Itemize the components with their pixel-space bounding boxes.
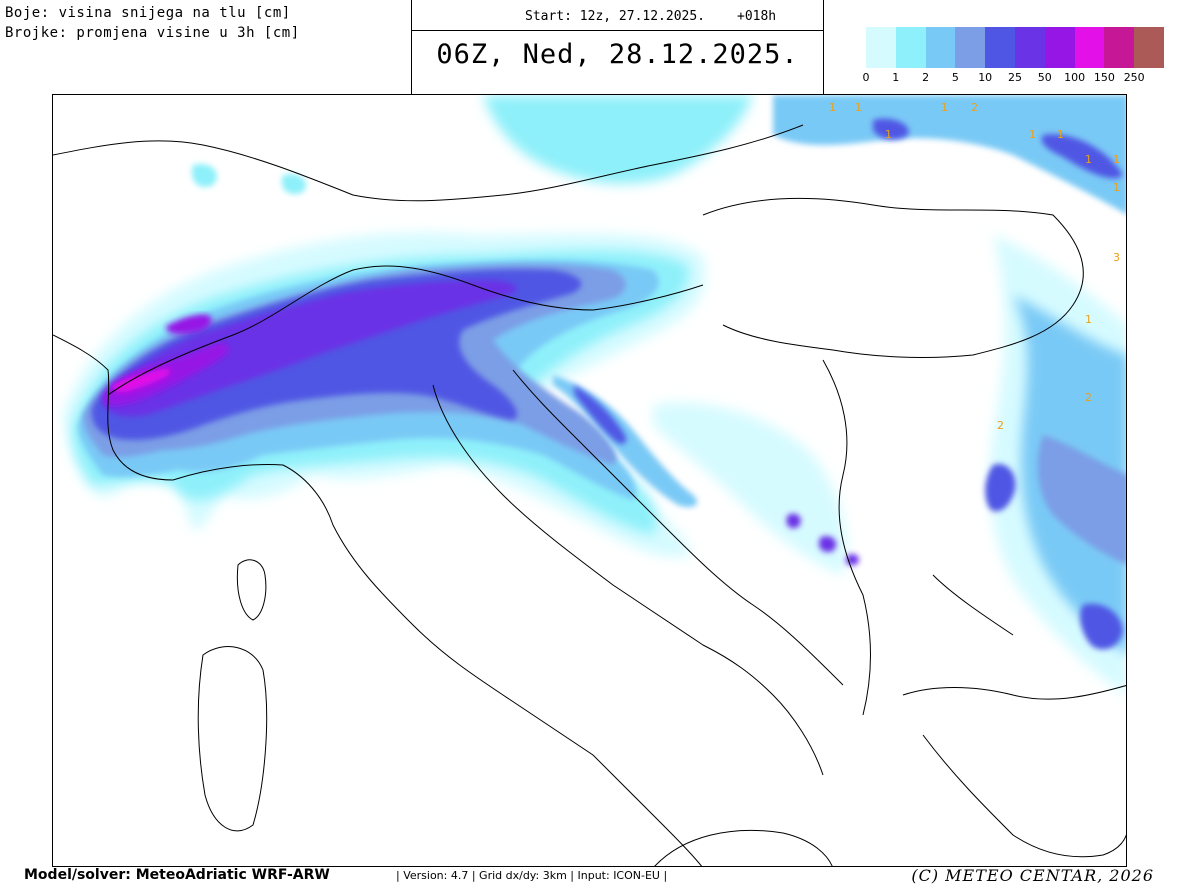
legend-swatch (895, 27, 926, 68)
snow-area-dinarides-dark (573, 385, 627, 444)
legend-label: 25 (1008, 71, 1022, 84)
legend-swatch (1104, 27, 1135, 68)
snow-spots-bosnia (786, 513, 859, 566)
change-label: 1 (1085, 153, 1092, 166)
run-info: Start: 12z, 27.12.2025. +018h (412, 0, 823, 31)
change-label: 2 (997, 419, 1004, 432)
corsica (236, 559, 267, 621)
header-box: Start: 12z, 27.12.2025. +018h 06Z, Ned, … (411, 0, 824, 94)
legend-swatch (1134, 27, 1164, 68)
alpine-border (107, 265, 704, 396)
change-label: 1 (1057, 128, 1064, 141)
legend-label: 10 (978, 71, 993, 84)
lead-time: +018h (737, 9, 777, 24)
snow-area-alps-dark (91, 269, 582, 440)
change-label: 1 (829, 101, 836, 114)
legend-label: 2 (922, 71, 930, 84)
snow-fields (63, 95, 1126, 694)
change-label: 3 (1113, 251, 1120, 264)
balkan-borders (822, 359, 1126, 716)
snow-area-bosnia (653, 402, 847, 575)
change-label: 2 (1085, 391, 1092, 404)
change-label: 1 (885, 128, 892, 141)
legend-label: 150 (1093, 71, 1115, 84)
map-canvas: 1 1 1 2 1 1 1 1 1 1 2 2 1 3 (53, 95, 1126, 866)
model-label: Model/solver: MeteoAdriatic WRF-ARW (24, 867, 330, 883)
change-label: 2 (971, 101, 978, 114)
legend-labels: 0 1 2 5 10 25 50 100 150 250 (862, 68, 1164, 84)
start-label: Start: 12z, 27.12.2025. (525, 9, 706, 24)
italy-coast (172, 464, 703, 866)
borders (53, 124, 1126, 866)
description-numbers: Brojke: promjena visine u 3h [cm] (5, 25, 300, 41)
snow-area-france-spots (191, 164, 307, 195)
change-label: 1 (855, 101, 862, 114)
adriatic-coast-italy (432, 384, 824, 776)
greece-coast (922, 734, 1126, 858)
change-label: 1 (1113, 181, 1120, 194)
legend-label: 5 (951, 71, 959, 84)
france-coast (53, 334, 174, 481)
snow-area-mont-blanc (165, 314, 212, 335)
change-label: 1 (1085, 313, 1092, 326)
legend-swatch (925, 27, 956, 68)
legend-swatches (866, 27, 1164, 68)
legend-swatch (1014, 27, 1045, 68)
legend-swatch (955, 27, 986, 68)
copyright: (C) METEO CENTAR, 2026 (911, 866, 1154, 885)
map-description: Boje: visina snijega na tlu [cm] Brojke:… (5, 3, 300, 43)
snow-depth-map: 1 1 1 2 1 1 1 1 1 1 2 2 1 3 (52, 94, 1127, 867)
sicily (654, 829, 833, 866)
legend-label: 250 (1123, 71, 1145, 84)
hungary-border (702, 197, 1084, 358)
legend-swatch (1074, 27, 1105, 68)
snow-area-east-mid (1037, 435, 1126, 565)
north-borders (53, 124, 804, 202)
footer: Model/solver: MeteoAdriatic WRF-ARW | Ve… (0, 866, 1180, 885)
legend-label: 100 (1064, 71, 1086, 84)
valid-time: 06Z, Ned, 28.12.2025. (436, 39, 799, 70)
snow-area-east-dark (985, 464, 1123, 650)
model-meta: | Version: 4.7 | Grid dx/dy: 3km | Input… (396, 869, 668, 882)
legend-swatch (1044, 27, 1075, 68)
sardinia (197, 646, 268, 832)
snow-area-north-carpathians (773, 95, 1126, 214)
snow-area-czech (483, 95, 753, 184)
adriatic-coast-east (512, 369, 844, 686)
change-label: 1 (1029, 128, 1036, 141)
snow-area-alps-violet (102, 280, 517, 417)
description-colors: Boje: visina snijega na tlu [cm] (5, 5, 291, 21)
change-label: 1 (1113, 153, 1120, 166)
legend-swatch (985, 27, 1015, 68)
change-labels: 1 1 1 2 1 1 1 1 1 1 2 2 1 3 (829, 101, 1120, 432)
snow-area-north-carpathians-dark (873, 118, 1123, 179)
change-label: 1 (941, 101, 948, 114)
snow-area-west-alps-magenta (112, 368, 171, 393)
legend-swatch (866, 27, 896, 68)
legend-label: 0 (862, 71, 870, 84)
color-legend: 0 1 2 5 10 25 50 100 150 250 (862, 27, 1164, 84)
legend-label: 1 (892, 71, 900, 84)
legend-label: 50 (1037, 71, 1052, 84)
